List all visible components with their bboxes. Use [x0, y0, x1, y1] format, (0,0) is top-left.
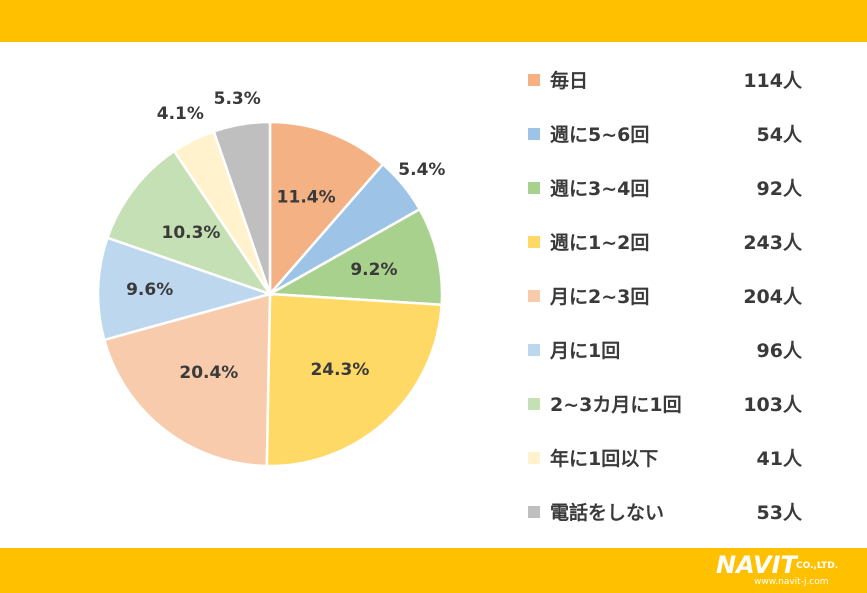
legend-item: 月に1回 96人	[528, 323, 828, 377]
pie-slice-4	[265, 292, 443, 468]
legend-swatch	[528, 452, 540, 464]
legend-item: 月に2~3回 204人	[528, 269, 828, 323]
pie-slice-5	[102, 292, 272, 468]
pie-slice-1	[268, 120, 385, 298]
logo-text: NAVIT	[716, 551, 797, 579]
legend-count: 243人	[743, 232, 802, 254]
legend-item: 電話をしない 53人	[528, 485, 828, 539]
data-label-6: 9.6%	[126, 280, 173, 300]
legend-label: 毎日	[550, 70, 589, 92]
legend-item: 年に1回以下 41人	[528, 431, 828, 485]
legend-count: 41人	[756, 448, 802, 470]
logo-url: www.navit-j.com	[754, 577, 829, 587]
pie-chart: 11.4% 5.4% 9.2% 24.3% 20.4% 9.6% 10.3% 4.1% 5.3%	[96, 89, 445, 468]
pie-slice-9	[212, 120, 272, 295]
navit-logo: NAVIT CO.,LTD. www.navit-j.com	[716, 552, 862, 590]
pie-slice-6	[96, 236, 275, 342]
legend-item: 2~3カ月に1回 103人	[528, 377, 828, 431]
legend-swatch	[528, 290, 540, 302]
legend-count: 54人	[756, 124, 802, 146]
legend-swatch	[528, 344, 540, 356]
data-label-7: 10.3%	[161, 223, 220, 243]
legend-label: 週に5~6回	[550, 124, 650, 146]
bottom-banner	[0, 548, 867, 593]
legend-item: 週に3~4回 92人	[528, 161, 828, 215]
data-label-9: 5.3%	[214, 89, 261, 109]
legend-label: 週に1~2回	[550, 232, 650, 254]
data-label-2: 5.4%	[398, 160, 445, 180]
data-label-4: 24.3%	[310, 360, 369, 380]
legend-count: 96人	[756, 340, 802, 362]
legend-label: 電話をしない	[550, 502, 665, 524]
legend-label: 2~3カ月に1回	[550, 394, 682, 416]
legend-label: 年に1回以下	[550, 448, 659, 470]
legend-swatch	[528, 128, 540, 140]
legend-count: 92人	[756, 178, 802, 200]
legend-swatch	[528, 236, 540, 248]
legend-swatch	[528, 398, 540, 410]
legend-count: 53人	[756, 502, 802, 524]
top-banner	[0, 0, 867, 42]
legend-label: 月に2~3回	[550, 286, 650, 308]
legend-count: 114人	[743, 70, 802, 92]
legend-swatch	[528, 182, 540, 194]
legend-swatch	[528, 74, 540, 86]
legend-item: 毎日 114人	[528, 53, 828, 107]
legend-count: 103人	[743, 394, 802, 416]
chart-legend: 毎日 114人週に5~6回 54人週に3~4回 92人週に1~2回 243人月に2~3回…	[528, 53, 828, 539]
legend-item: 週に1~2回 243人	[528, 215, 828, 269]
data-label-3: 9.2%	[350, 260, 397, 280]
legend-label: 週に3~4回	[550, 178, 650, 200]
pie-slice-7	[105, 149, 274, 297]
legend-item: 週に5~6回 54人	[528, 107, 828, 161]
data-label-8: 4.1%	[157, 104, 204, 124]
legend-label: 月に1回	[550, 340, 621, 362]
logo-suffix: CO.,LTD.	[796, 561, 839, 571]
pie-slice-3	[265, 207, 444, 307]
legend-count: 204人	[743, 286, 802, 308]
data-label-1: 11.4%	[277, 187, 336, 207]
legend-swatch	[528, 506, 540, 518]
data-label-5: 20.4%	[179, 363, 238, 383]
